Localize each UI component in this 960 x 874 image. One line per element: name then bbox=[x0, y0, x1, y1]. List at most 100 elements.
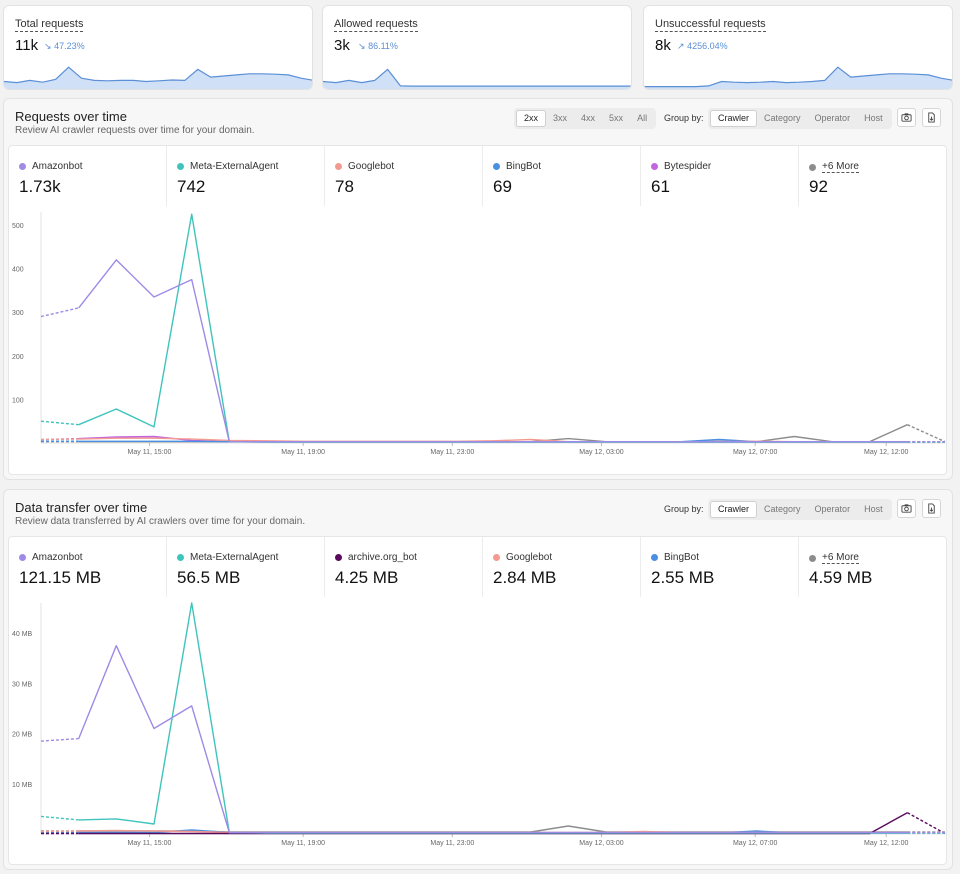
filter-4xx[interactable]: 4xx bbox=[581, 113, 596, 123]
legend-more[interactable]: +6 More 92 bbox=[809, 161, 859, 196]
status-filter: 2xx 3xx 4xx 5xx All bbox=[514, 108, 657, 129]
y-tick-label: 40 MB bbox=[12, 631, 33, 638]
group-crawler[interactable]: Crawler bbox=[710, 110, 758, 127]
transfer-chart-card: Amazonbot 121.15 MB Meta-ExternalAgent 56.… bbox=[8, 536, 947, 865]
series-line[interactable] bbox=[78, 645, 908, 834]
filter-2xx[interactable]: 2xx bbox=[516, 110, 547, 127]
legend-bingbot[interactable]: BingBot 2.55 MB bbox=[641, 537, 799, 597]
export-button[interactable] bbox=[922, 499, 941, 518]
series-line[interactable] bbox=[78, 259, 908, 443]
series-line[interactable] bbox=[78, 602, 908, 834]
sparkline-line bbox=[323, 68, 631, 87]
x-tick-label: May 12, 12:00 bbox=[864, 449, 908, 456]
screenshot-button[interactable] bbox=[897, 108, 916, 127]
group-by-selector: Crawler Category Operator Host bbox=[708, 108, 892, 129]
kpi-value: 8k bbox=[655, 37, 671, 54]
camera-icon bbox=[901, 113, 912, 122]
color-dot bbox=[177, 163, 184, 170]
series-line-partial bbox=[40, 830, 79, 833]
group-by-label: Group by: bbox=[664, 113, 704, 123]
color-dot bbox=[651, 163, 658, 170]
series-line-partial bbox=[40, 737, 79, 742]
sparkline-line bbox=[644, 66, 952, 88]
kpi-value: 11k bbox=[15, 37, 39, 54]
sparkline-line bbox=[4, 66, 312, 84]
color-dot bbox=[493, 163, 500, 170]
x-tick-label: May 12, 07:00 bbox=[733, 449, 777, 456]
panel-title: Data transfer over time bbox=[15, 500, 148, 515]
screenshot-button[interactable] bbox=[897, 499, 916, 518]
group-operator[interactable]: Operator bbox=[814, 113, 851, 123]
legend-archive-org-bot[interactable]: archive.org_bot 4.25 MB bbox=[325, 537, 483, 597]
filter-all[interactable]: All bbox=[637, 113, 648, 123]
group-crawler[interactable]: Crawler bbox=[710, 501, 758, 518]
kpi-delta: ↘ 47.23% bbox=[44, 41, 85, 51]
group-host[interactable]: Host bbox=[864, 504, 883, 514]
requests-line-chart: 100 200 300 400 500 May 11, 15:00 May 11, 19:0… bbox=[12, 212, 946, 456]
legend-googlebot[interactable]: Googlebot 2.84 MB bbox=[483, 537, 641, 597]
group-category[interactable]: Category bbox=[764, 504, 801, 514]
x-tick-label: May 12, 07:00 bbox=[733, 840, 777, 847]
legend-amazonbot[interactable]: Amazonbot 121.15 MB bbox=[9, 537, 167, 597]
x-tick-label: May 11, 19:00 bbox=[281, 449, 325, 456]
x-tick-label: May 12, 12:00 bbox=[864, 840, 908, 847]
panel-subtitle: Review AI crawler requests over time for… bbox=[15, 125, 255, 136]
x-tick-label: May 11, 15:00 bbox=[128, 840, 172, 847]
trend-up-icon: ↗ bbox=[677, 41, 685, 51]
y-tick-label: 300 bbox=[12, 310, 24, 317]
kpi-total-requests: Total requests 11k ↘ 47.23% bbox=[3, 5, 313, 90]
sparkline-allowed bbox=[323, 68, 631, 89]
sparkline-total bbox=[4, 66, 312, 89]
requests-over-time-panel: Requests over time Review AI crawler req… bbox=[3, 98, 953, 480]
kpi-title[interactable]: Total requests bbox=[15, 18, 84, 32]
y-tick-label: 200 bbox=[12, 354, 24, 361]
color-dot bbox=[177, 554, 184, 561]
x-tick-label: May 11, 19:00 bbox=[281, 840, 325, 847]
trend-down-icon: ↘ bbox=[44, 41, 52, 51]
x-tick-label: May 11, 23:00 bbox=[430, 449, 474, 456]
kpi-title[interactable]: Unsuccessful requests bbox=[655, 18, 766, 32]
data-transfer-panel: Data transfer over time Review data tran… bbox=[3, 489, 953, 870]
kpi-value: 3k bbox=[334, 37, 350, 54]
group-by-selector: Crawler Category Operator Host bbox=[708, 499, 892, 520]
legend-more[interactable]: +6 More 4.59 MB bbox=[809, 552, 873, 587]
y-tick-label: 400 bbox=[12, 267, 24, 274]
legend-amazonbot[interactable]: Amazonbot 1.73k bbox=[9, 146, 167, 206]
kpi-title[interactable]: Allowed requests bbox=[334, 18, 418, 32]
kpi-allowed-requests: Allowed requests 3k ↘ 86.11% bbox=[322, 5, 632, 90]
color-dot bbox=[335, 163, 342, 170]
kpi-delta: ↘ 86.11% bbox=[358, 41, 398, 51]
group-operator[interactable]: Operator bbox=[814, 504, 851, 514]
sparkline-area bbox=[323, 69, 631, 89]
color-dot bbox=[651, 554, 658, 561]
group-by-label: Group by: bbox=[664, 504, 704, 514]
filter-5xx[interactable]: 5xx bbox=[609, 113, 624, 123]
legend-bingbot[interactable]: BingBot 69 bbox=[483, 146, 641, 206]
legend-meta-externalagent[interactable]: Meta-ExternalAgent 56.5 MB bbox=[167, 537, 325, 597]
series-line-partial bbox=[40, 815, 79, 821]
series-line-partial bbox=[40, 420, 79, 426]
filter-3xx[interactable]: 3xx bbox=[553, 113, 568, 123]
requests-chart-card: Amazonbot 1.73k Meta-ExternalAgent 742 Goo… bbox=[8, 145, 947, 475]
legend-googlebot[interactable]: Googlebot 78 bbox=[325, 146, 483, 206]
transfer-line-chart: 10 MB 20 MB 30 MB 40 MB May 11, 15:00 May 11,… bbox=[12, 602, 946, 847]
y-tick-label: 100 bbox=[12, 397, 24, 404]
color-dot bbox=[809, 554, 816, 562]
color-dot bbox=[493, 554, 500, 561]
kpi-unsuccessful-requests: Unsuccessful requests 8k ↗ 4256.04% bbox=[643, 5, 953, 90]
color-dot bbox=[809, 163, 816, 171]
export-button[interactable] bbox=[922, 108, 941, 127]
group-category[interactable]: Category bbox=[764, 113, 801, 123]
series-line-partial bbox=[40, 307, 79, 318]
series-line-partial bbox=[906, 812, 946, 835]
panel-title: Requests over time bbox=[15, 109, 127, 124]
legend-meta-externalagent[interactable]: Meta-ExternalAgent 742 bbox=[167, 146, 325, 206]
sparkline-area bbox=[4, 67, 312, 89]
panel-subtitle: Review data transferred by AI crawlers o… bbox=[15, 516, 306, 527]
x-tick-label: May 12, 03:00 bbox=[579, 840, 623, 847]
x-tick-label: May 12, 03:00 bbox=[579, 449, 623, 456]
kpi-delta: ↗ 4256.04% bbox=[677, 41, 728, 51]
legend-bytespider[interactable]: Bytespider 61 bbox=[641, 146, 799, 206]
group-host[interactable]: Host bbox=[864, 113, 883, 123]
y-tick-label: 500 bbox=[12, 223, 24, 230]
